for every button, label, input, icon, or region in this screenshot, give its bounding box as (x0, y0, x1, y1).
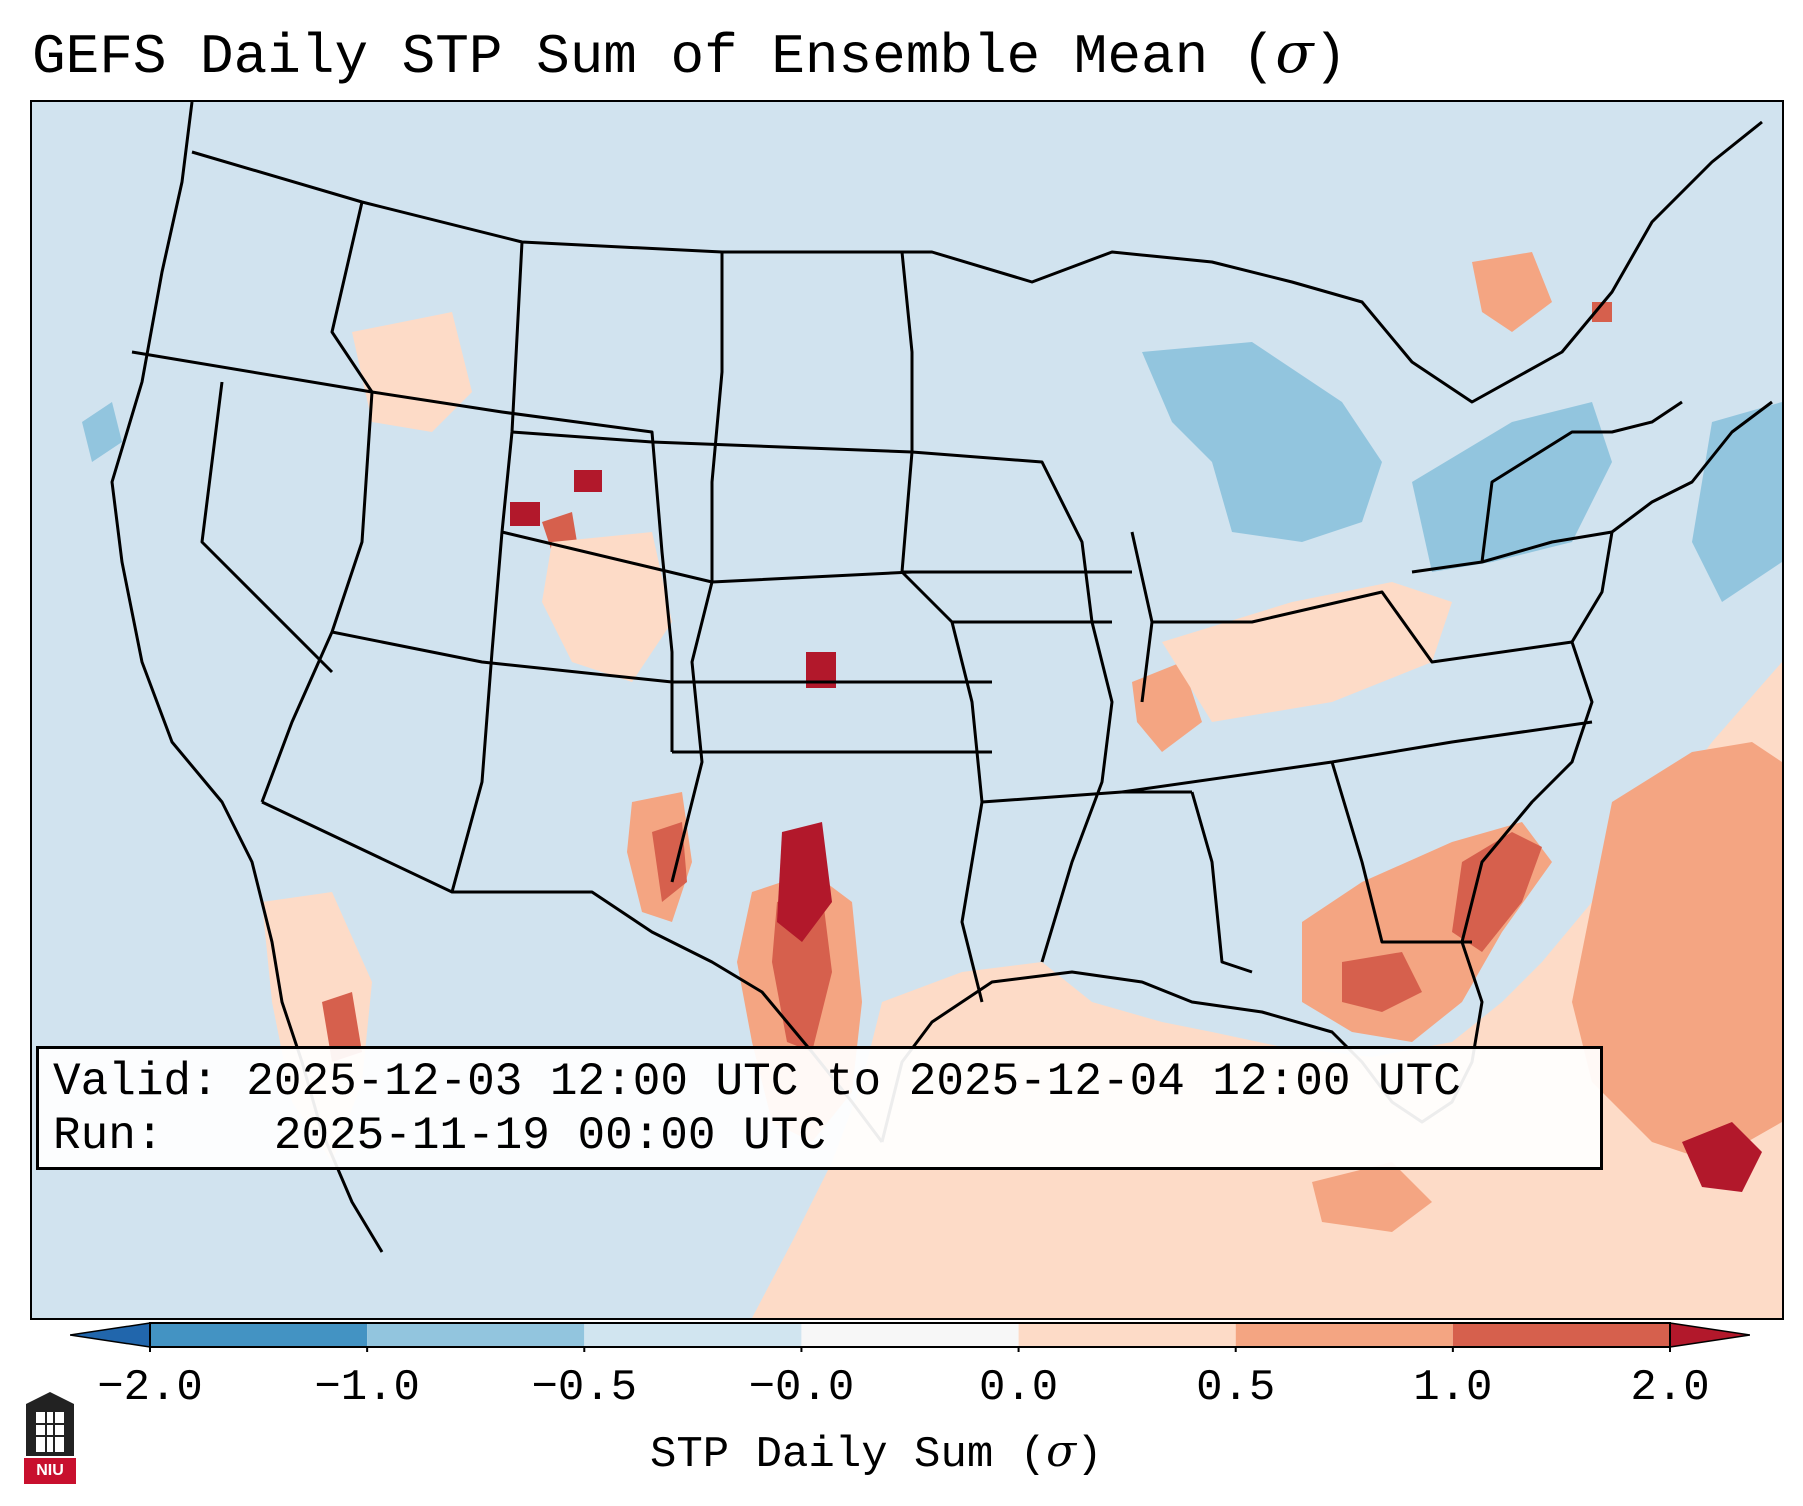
anomaly-cell-wyoming-b (510, 502, 540, 526)
anomaly-region-oklahoma (777, 822, 832, 942)
anomaly-region-texas-core (772, 892, 832, 1052)
colorbar-bin (1452, 1323, 1670, 1347)
valid-value: 2025-12-03 12:00 UTC to 2025-12-04 12:00… (246, 1056, 1461, 1108)
logo-window-icon (36, 1412, 64, 1452)
colorbar-label-sigma-symbol: σ (1046, 1426, 1077, 1477)
anomaly-region-new-mexico-core (652, 822, 687, 902)
anomaly-cell-wyoming-a (574, 470, 602, 492)
title-text: GEFS Daily STP Sum of Ensemble Mean ( (32, 25, 1276, 89)
border-east (1121, 531, 1593, 974)
colorbar-label-close-paren: ) (1076, 1430, 1103, 1480)
niu-logo: NIU (20, 1390, 80, 1486)
border-midwest (902, 450, 1192, 963)
anomaly-cell-quebec (1592, 302, 1612, 322)
colorbar-tick-label: 2.0 (1630, 1363, 1710, 1413)
colorbar-bin (1235, 1323, 1453, 1347)
colorbar-bin (367, 1323, 585, 1347)
border-idaho (330, 201, 374, 393)
title-close-paren: ) (1313, 25, 1348, 89)
info-box: Valid: 2025-12-03 12:00 UTC to 2025-12-0… (36, 1046, 1603, 1170)
colorbar (70, 1322, 1750, 1352)
colorbar-bin (801, 1323, 1019, 1347)
border-utah-az (331, 630, 673, 684)
colorbar-bin (1018, 1323, 1236, 1347)
border-rockies (450, 241, 524, 893)
border-west-divide (131, 350, 374, 803)
run-label: Run: (53, 1110, 164, 1162)
map-title: GEFS Daily STP Sum of Ensemble Mean (σ) (32, 21, 1348, 90)
logo-banner (24, 1458, 76, 1484)
colorbar-tick-label: −0.0 (748, 1363, 855, 1413)
valid-label: Valid: (53, 1056, 219, 1108)
anomaly-region-pacific-nw (82, 402, 122, 462)
anomaly-region-bahamas (1682, 1122, 1762, 1192)
border-canada (191, 120, 1763, 404)
run-value: 2025-11-19 00:00 UTC (273, 1110, 826, 1162)
anomaly-region-carolinas (1452, 832, 1542, 952)
anomaly-region-quebec (1472, 252, 1552, 332)
colorbar-bin (584, 1323, 802, 1347)
anomaly-region-gulf-strip (1312, 1162, 1432, 1232)
anomaly-region-georgia (1342, 952, 1422, 1012)
colorbar-label-text: STP Daily Sum ( (650, 1430, 1047, 1480)
title-sigma-symbol: σ (1275, 21, 1314, 86)
anomaly-region-baja-core (322, 992, 362, 1062)
colorbar-label: STP Daily Sum (σ) (650, 1426, 1103, 1481)
border-wy-co (371, 390, 674, 752)
anomaly-region-great-lakes (1142, 342, 1382, 542)
colorbar-extend-high (1669, 1322, 1750, 1348)
colorbar-tick-label: −0.5 (531, 1363, 638, 1413)
colorbar-tick-label: −1.0 (314, 1363, 420, 1413)
logo-text: NIU (36, 1462, 64, 1479)
anomaly-region-mid-mississippi (1132, 662, 1202, 752)
colorbar-extend-low (70, 1322, 151, 1348)
colorbar-tick-label: 0.5 (1196, 1363, 1276, 1413)
border-nevada (200, 381, 334, 674)
colorbar-tick-label: −2.0 (97, 1363, 203, 1413)
colorbar-bin (150, 1323, 368, 1347)
colorbar-outline (149, 1322, 1671, 1348)
colorbar-tick-label: 1.0 (1413, 1363, 1493, 1413)
negative-anomaly-field (82, 342, 1782, 602)
anomaly-region-colorado (542, 532, 672, 682)
anomaly-region-atlantic (1572, 742, 1782, 1162)
border-plains-rows (501, 430, 992, 754)
niu-logo-graphic (24, 1392, 76, 1484)
colorbar-tick-label: 0.0 (978, 1363, 1059, 1413)
anomaly-region-ohio-valley (1162, 582, 1452, 722)
anomaly-region-northeast (1412, 402, 1612, 572)
border-northeast (1411, 400, 1683, 574)
